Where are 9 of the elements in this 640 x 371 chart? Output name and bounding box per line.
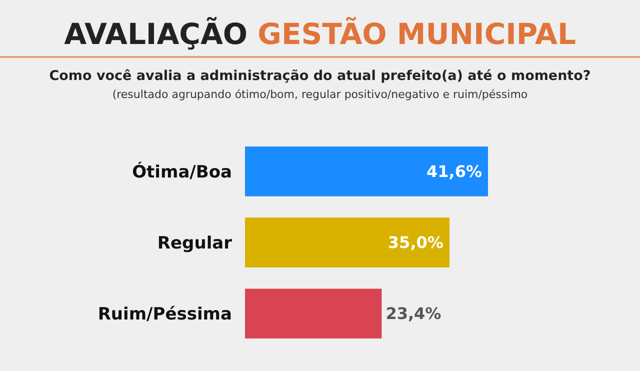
text: (resultado agrupando ótimo/bom, regular positivo/negativo e ruim/péssimo (112, 88, 528, 101)
data-label: 23,4% (386, 304, 442, 324)
y-tick-label: Regular (157, 233, 233, 254)
chart-subtitle: Como você avalia a administração do atual prefeito(a) até o momento? (49, 68, 591, 84)
data-label: 35,0% (388, 233, 444, 252)
y-tick-label: Ótima/Boa (132, 161, 232, 182)
y-tick-label: Ruim/Péssima (98, 304, 232, 325)
data-label: 41,6% (426, 162, 482, 182)
chart-title: AVALIAÇÃO GESTÃO MUNICIPAL (64, 17, 576, 51)
